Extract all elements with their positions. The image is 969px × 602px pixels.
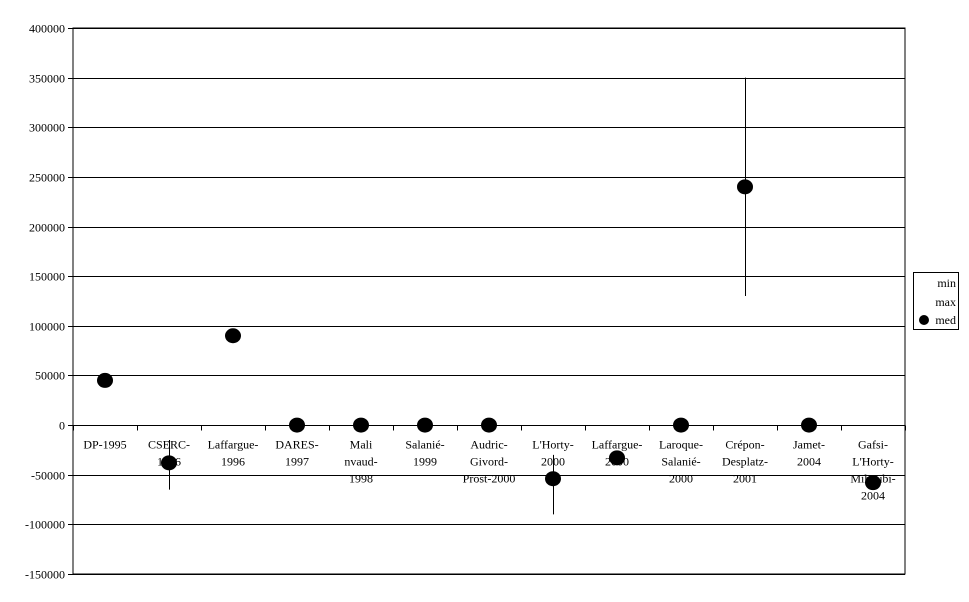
- category-label: Laffargue-1996: [208, 438, 259, 469]
- median-point: [481, 417, 497, 433]
- y-tick-label: 300000: [29, 121, 65, 135]
- median-point: [609, 450, 625, 466]
- category-label: Gafsi-L'Horty-Mihoubi-2004: [850, 438, 895, 503]
- y-tick-label: 350000: [29, 72, 65, 86]
- category-labels: DP-1995CSERC-1996Laffargue-1996DARES-199…: [83, 438, 895, 503]
- median-point: [225, 328, 241, 344]
- median-point: [673, 417, 689, 433]
- median-point: [289, 417, 305, 433]
- category-label: Mali nvaud-1998: [344, 438, 377, 486]
- category-label: Jamet-2004: [793, 438, 825, 469]
- axes: [68, 27, 906, 575]
- legend-item-med: med: [914, 311, 958, 329]
- category-label: DP-1995: [83, 438, 126, 452]
- y-tick-label: 400000: [29, 22, 65, 36]
- median-point: [161, 455, 177, 471]
- y-tick-label: -100000: [25, 518, 65, 532]
- median-point: [865, 475, 881, 491]
- y-tick-label: -50000: [31, 469, 65, 483]
- y-tick-label: 50000: [35, 369, 65, 383]
- median-point: [417, 417, 433, 433]
- category-label: Salanié-1999: [405, 438, 444, 469]
- legend: min max med: [913, 272, 959, 330]
- category-label: Crépon-Desplatz-2001: [722, 438, 768, 486]
- median-point: [737, 179, 753, 195]
- y-tick-label: -150000: [25, 568, 65, 582]
- category-label: DARES-1997: [275, 438, 318, 469]
- median-point: [545, 471, 561, 487]
- category-label: Audric-Givord-Prost-2000: [463, 438, 516, 486]
- legend-label-max: max: [935, 295, 956, 309]
- y-tick-label: 200000: [29, 221, 65, 235]
- y-tick-label: 150000: [29, 270, 65, 284]
- category-label: Laroque-Salanié-2000: [659, 438, 703, 486]
- gridlines: [73, 28, 905, 575]
- legend-label-min: min: [937, 276, 956, 290]
- y-tick-label: 250000: [29, 171, 65, 185]
- median-point: [353, 417, 369, 433]
- median-points: [97, 179, 881, 491]
- legend-item-min: min: [914, 274, 958, 292]
- y-tick-label: 100000: [29, 320, 65, 334]
- y-tick-labels: -150000 -100000 -50000 0 50000 100000 150000 20…: [25, 22, 65, 582]
- legend-item-max: max: [914, 293, 958, 311]
- y-tick-label: 0: [59, 419, 65, 433]
- legend-label-med: med: [935, 313, 956, 327]
- median-point: [97, 372, 113, 388]
- legend-marker-med: [919, 315, 929, 325]
- median-point: [801, 417, 817, 433]
- plot-area: [72, 27, 906, 575]
